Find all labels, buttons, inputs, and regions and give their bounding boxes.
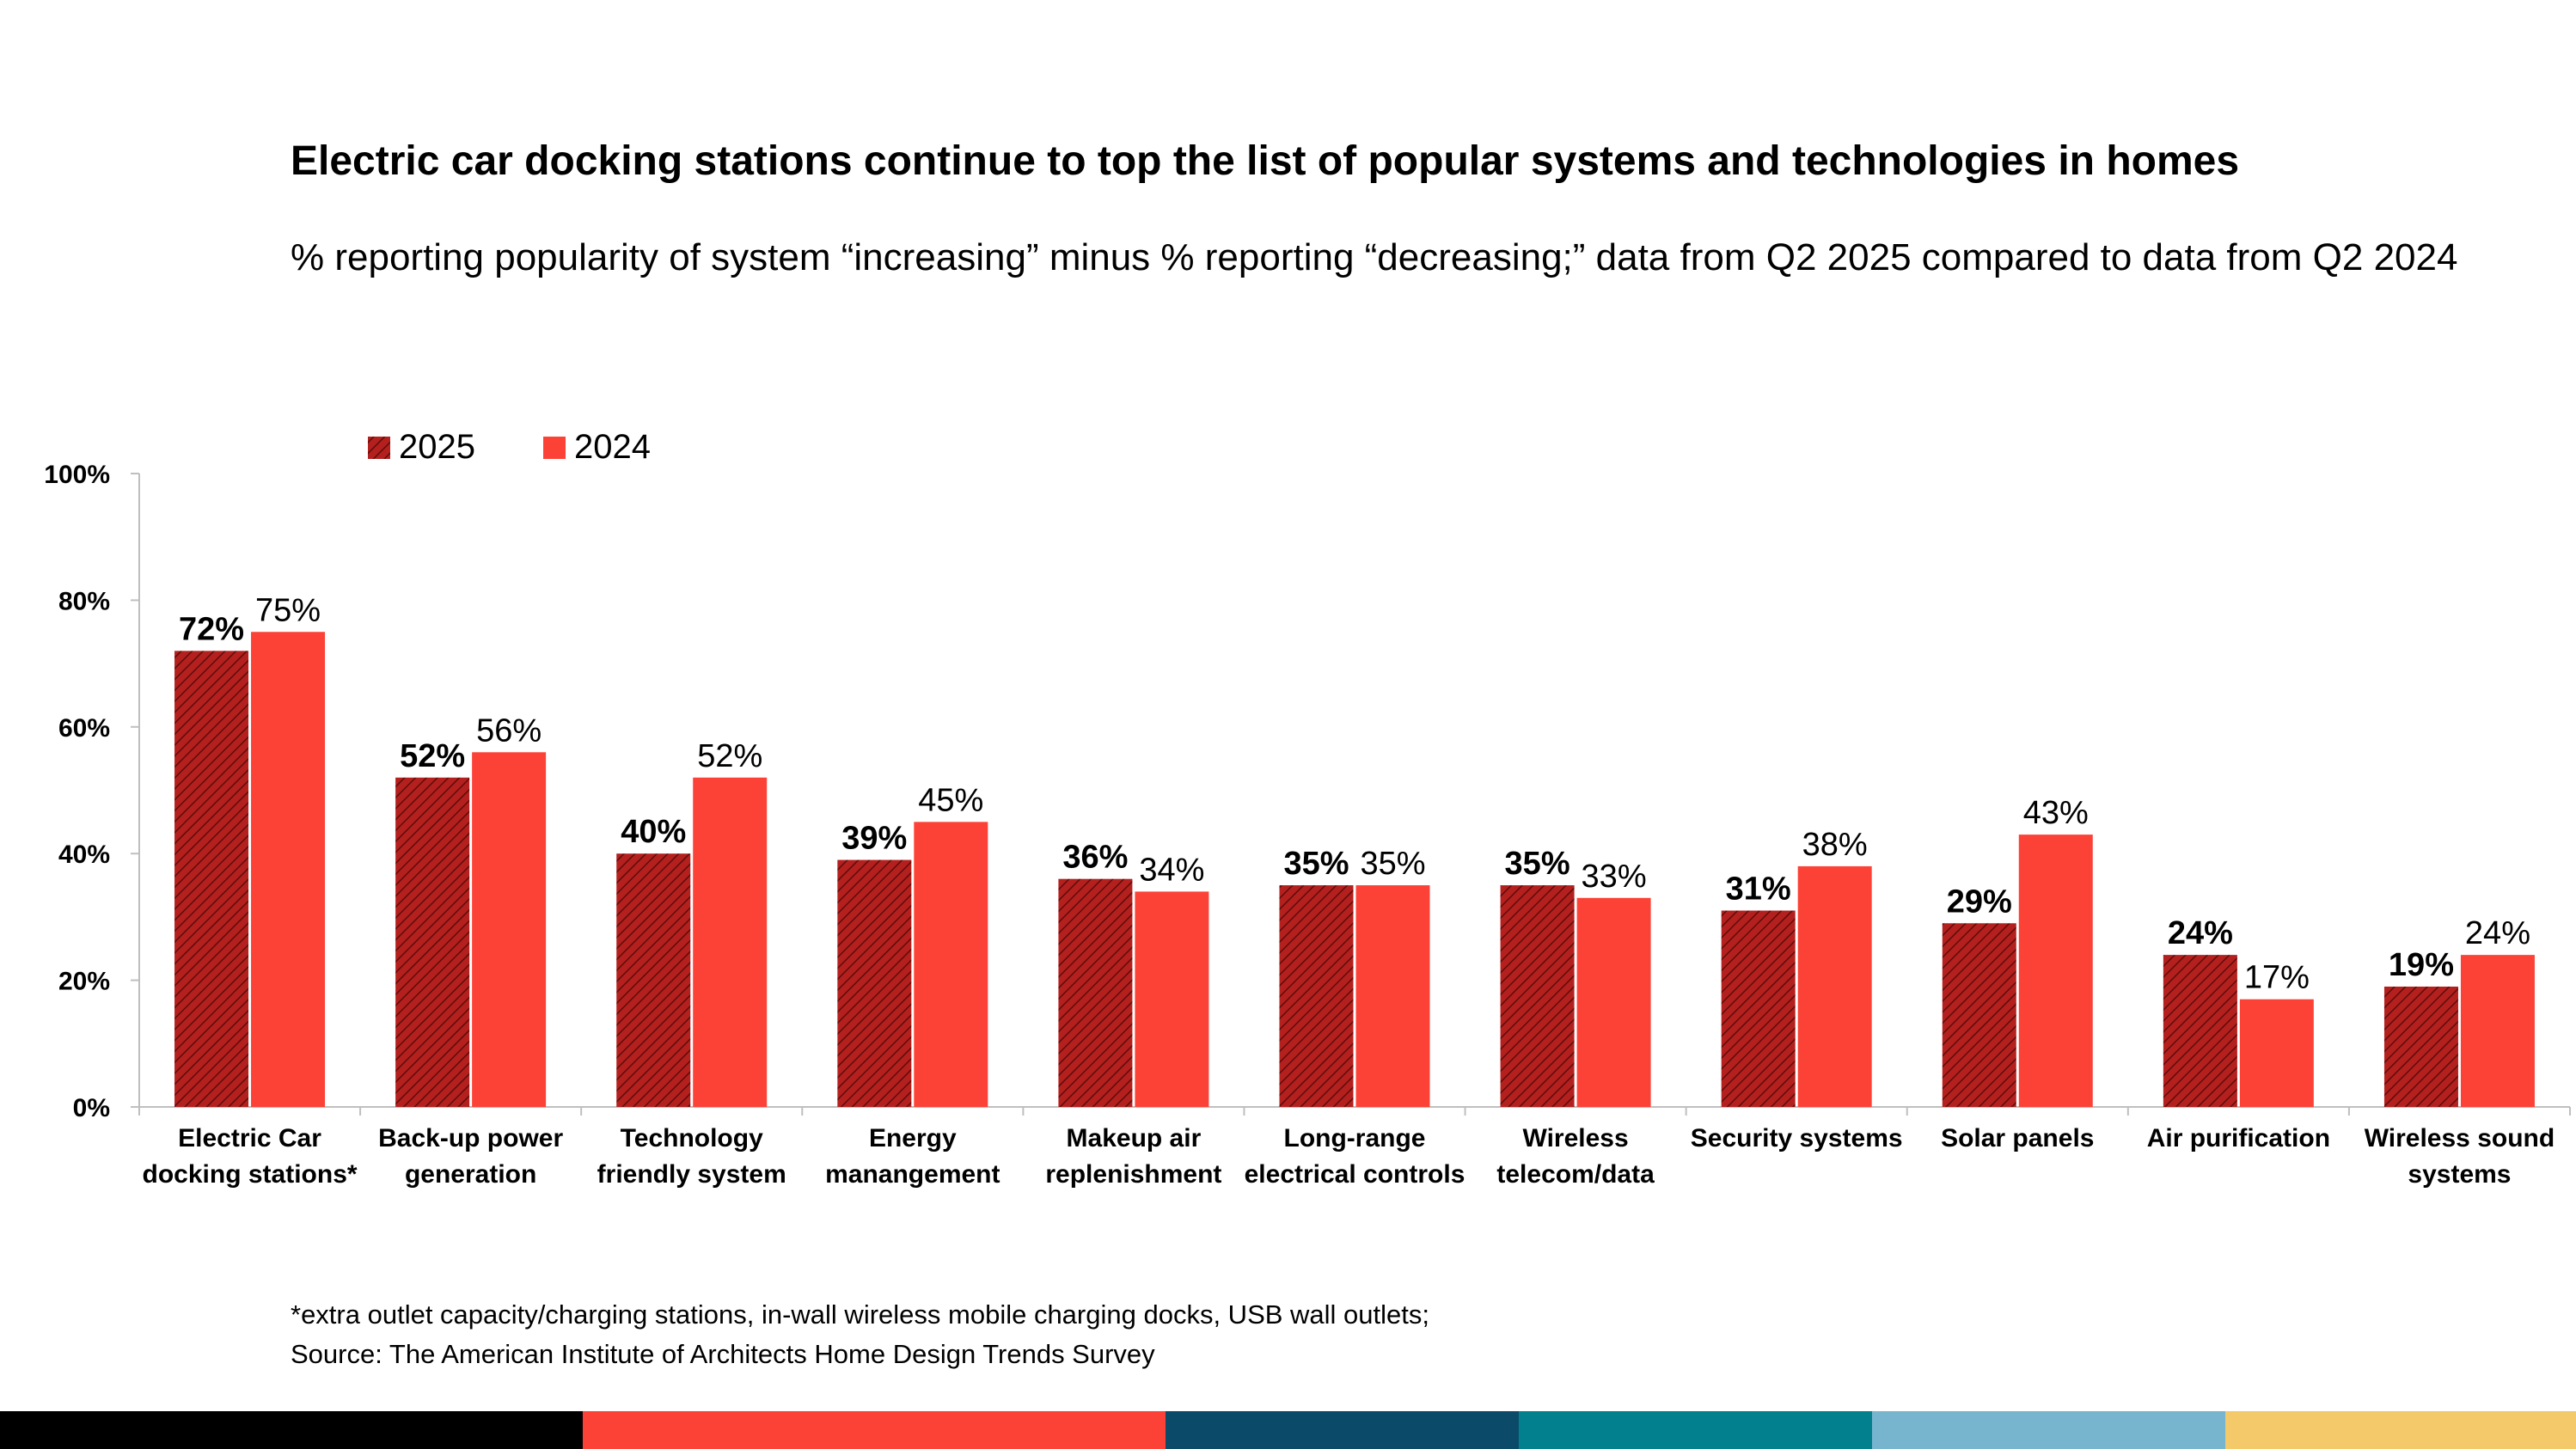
- x-category-label-10-0: Wireless sound: [2365, 1124, 2555, 1152]
- bar-2024-3: [914, 822, 988, 1107]
- data-label-2024-5: 35%: [1360, 846, 1425, 882]
- bar-2025-3: [837, 859, 912, 1107]
- y-tick-label: 0%: [73, 1094, 110, 1122]
- data-label-2024-10: 24%: [2465, 915, 2530, 951]
- data-label-2025-5: 35%: [1283, 846, 1349, 882]
- x-category-label-7-0: Security systems: [1691, 1124, 1903, 1152]
- bar-2024-1: [472, 752, 547, 1107]
- data-label-2025-10: 19%: [2389, 947, 2454, 983]
- bar-2025-6: [1500, 885, 1575, 1107]
- data-label-2024-4: 34%: [1139, 852, 1204, 888]
- data-label-2024-2: 52%: [697, 738, 762, 774]
- bar-2025-9: [2163, 955, 2237, 1107]
- x-category-label-1-0: Back-up power: [378, 1124, 563, 1152]
- data-label-2024-8: 43%: [2023, 795, 2089, 831]
- x-category-label-8-0: Solar panels: [1941, 1124, 2094, 1152]
- data-label-2024-0: 75%: [255, 592, 321, 628]
- bar-2025-5: [1279, 885, 1354, 1107]
- y-tick-label: 80%: [58, 587, 110, 615]
- x-category-label-10-1: systems: [2408, 1160, 2511, 1189]
- bar-2025-0: [174, 651, 249, 1107]
- data-label-2025-8: 29%: [1947, 883, 2012, 920]
- bar-2024-8: [2018, 835, 2093, 1107]
- y-tick-label: 60%: [58, 714, 110, 743]
- x-category-label-4-1: replenishment: [1045, 1160, 1221, 1189]
- bar-2025-4: [1058, 878, 1133, 1107]
- footnote-source: Source: The American Institute of Archit…: [291, 1339, 1155, 1369]
- data-label-2025-7: 31%: [1726, 871, 1791, 908]
- y-tick-label: 40%: [58, 841, 110, 869]
- bar-2024-5: [1355, 885, 1430, 1107]
- bar-2025-7: [1721, 910, 1796, 1107]
- data-label-2024-1: 56%: [476, 712, 542, 749]
- bottom-color-bar: [0, 1411, 2576, 1449]
- data-label-2024-6: 33%: [1582, 859, 1647, 895]
- x-category-label-4-0: Makeup air: [1067, 1124, 1202, 1152]
- bar-2024-0: [251, 632, 326, 1107]
- data-label-2025-9: 24%: [2168, 915, 2233, 951]
- legend-swatch-2025: [368, 437, 390, 459]
- data-label-2025-1: 52%: [400, 738, 465, 774]
- x-category-label-0-1: docking stations*: [143, 1160, 358, 1189]
- x-category-label-6-0: Wireless: [1523, 1124, 1629, 1152]
- bottom-bar-segment-red: [583, 1411, 1166, 1449]
- data-label-2024-3: 45%: [918, 782, 983, 818]
- x-category-label-2-0: Technology: [621, 1124, 763, 1152]
- chart-subtitle: % reporting popularity of system “increa…: [291, 236, 2458, 278]
- bar-2024-2: [693, 777, 768, 1107]
- bottom-bar-segment-teal: [1519, 1411, 1872, 1449]
- bar-2024-9: [2239, 999, 2314, 1107]
- chart-title: Electric car docking stations continue t…: [291, 138, 2240, 184]
- x-category-label-2-1: friendly system: [597, 1160, 786, 1189]
- bar-2025-8: [1942, 923, 2016, 1107]
- x-category-label-5-0: Long-range: [1284, 1124, 1426, 1152]
- y-tick-label: 20%: [58, 968, 110, 996]
- bar-2024-4: [1135, 891, 1209, 1107]
- x-category-label-3-1: manangement: [825, 1160, 1000, 1189]
- data-label-2025-4: 36%: [1062, 840, 1128, 876]
- bar-2024-6: [1576, 897, 1651, 1107]
- x-category-label-6-1: telecom/data: [1496, 1160, 1655, 1189]
- bar-2025-1: [395, 777, 470, 1107]
- data-label-2024-7: 38%: [1802, 827, 1868, 863]
- footnote: *extra outlet capacity/charging stations…: [291, 1295, 1429, 1374]
- x-category-label-0-0: Electric Car: [178, 1124, 321, 1152]
- y-tick-label: 100%: [44, 461, 110, 489]
- x-category-label-5-1: electrical controls: [1245, 1160, 1465, 1189]
- bar-2024-7: [1797, 865, 1872, 1107]
- x-category-label-1-1: generation: [405, 1160, 536, 1189]
- x-category-label-3-0: Energy: [869, 1124, 957, 1152]
- legend-label-2025: 2025: [399, 428, 475, 466]
- bar-2024-10: [2460, 955, 2535, 1107]
- bottom-bar-segment-black: [0, 1411, 583, 1449]
- data-label-2025-6: 35%: [1505, 846, 1570, 882]
- data-label-2025-2: 40%: [621, 814, 686, 850]
- legend-swatch-2024: [543, 437, 566, 459]
- data-label-2025-0: 72%: [179, 611, 244, 647]
- bar-chart: 2025 2024 0% 20% 40% 60% 80% 100% Electric Car d…: [44, 428, 2571, 1189]
- bar-2025-2: [616, 853, 691, 1107]
- legend-label-2024: 2024: [574, 428, 651, 466]
- bottom-bar-segment-navy: [1166, 1411, 1519, 1449]
- x-category-label-9-0: Air purification: [2147, 1124, 2330, 1152]
- data-label-2024-9: 17%: [2244, 960, 2310, 996]
- footnote-note: *extra outlet capacity/charging stations…: [291, 1299, 1429, 1330]
- data-label-2025-3: 39%: [841, 821, 907, 857]
- bottom-bar-segment-gold: [2225, 1411, 2576, 1449]
- chart-legend: 2025 2024: [368, 428, 651, 466]
- bar-2025-10: [2383, 986, 2458, 1107]
- bottom-bar-segment-lightblue: [1872, 1411, 2225, 1449]
